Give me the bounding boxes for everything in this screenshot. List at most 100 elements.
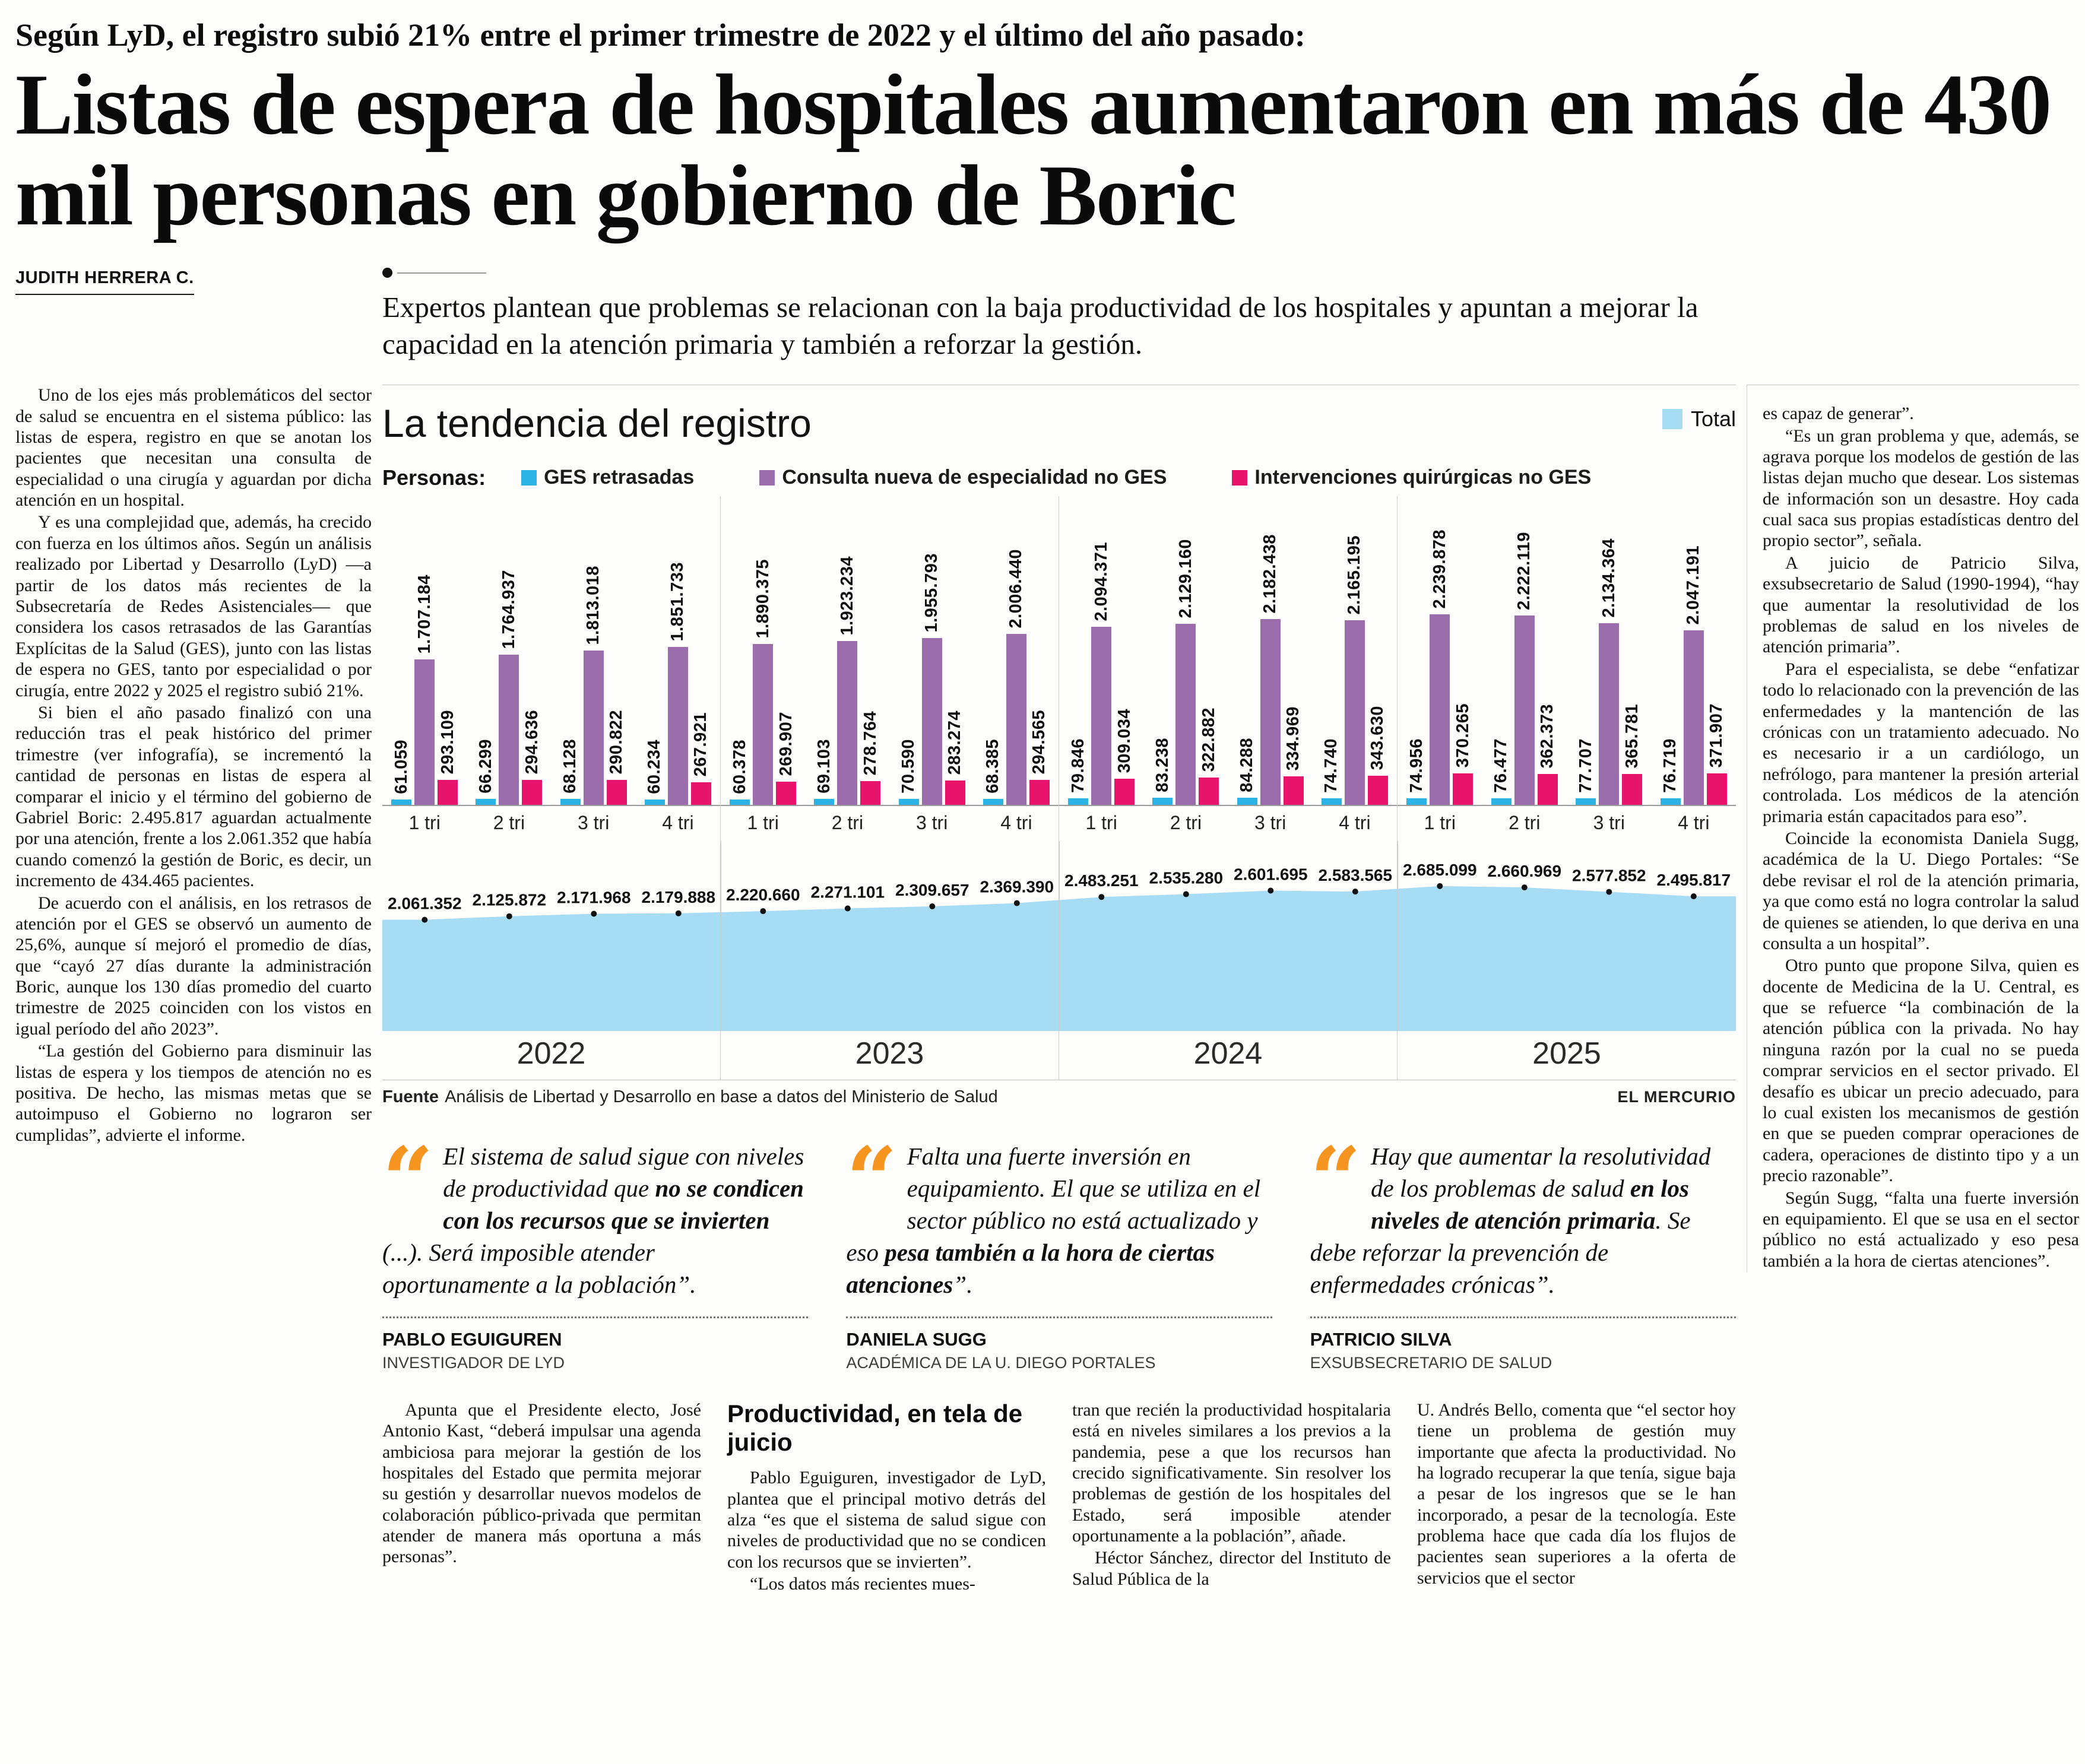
bar-value-label: 365.781: [1622, 704, 1642, 769]
bar-series-1: 61.059: [391, 740, 412, 805]
bar-rect: [1599, 623, 1620, 805]
bar-value-label: 362.373: [1538, 704, 1557, 769]
bar-group: 76.719 2.047.191 371.907: [1652, 496, 1737, 805]
svg-text:2.369.390: 2.369.390: [980, 877, 1054, 896]
bar-value-label: 60.378: [730, 740, 749, 794]
bar-value-label: 2.222.119: [1514, 531, 1534, 610]
bar-series-2: 2.165.195: [1344, 535, 1365, 805]
chart-section: La tendencia del registro Total Personas…: [382, 385, 1736, 1107]
bar-value-label: 2.165.195: [1345, 535, 1364, 615]
year-group-2023: 60.378 1.890.375 269.907 1 tri 69.103 1.923.2…: [721, 496, 1059, 841]
bar-series-1: 74.956: [1406, 738, 1427, 805]
bar-value-label: 2.134.364: [1599, 538, 1618, 618]
svg-text:2.171.968: 2.171.968: [557, 888, 631, 906]
bar-group: 61.059 1.707.184 293.109: [382, 496, 467, 805]
bar-group: 68.128 1.813.018 290.822: [552, 496, 636, 805]
bar-group: 74.956 2.239.878 370.265: [1398, 496, 1482, 805]
bar-value-label: 371.907: [1707, 703, 1726, 768]
bar-rect: [1152, 797, 1173, 805]
bar-rect: [1068, 798, 1089, 805]
bar-series-3: 278.764: [860, 711, 881, 805]
bar-value-label: 334.969: [1284, 706, 1303, 771]
bar-rect: [438, 779, 458, 805]
bar-rect: [1683, 630, 1704, 805]
bar-series-2: 1.851.733: [667, 562, 688, 805]
bar-series-2: 2.182.438: [1260, 534, 1281, 805]
quote-text: “Hay que aumentar la resolutividad de lo…: [1310, 1135, 1736, 1318]
bar-series-2: 1.923.234: [837, 556, 858, 805]
bar-value-label: 83.238: [1152, 738, 1172, 792]
bar-value-label: 1.764.937: [499, 570, 518, 649]
bar-value-label: 61.059: [391, 740, 411, 794]
bar-group: 79.846 2.094.371 309.034: [1059, 496, 1143, 805]
bar-rect: [522, 779, 543, 805]
bar-rect: [583, 650, 604, 805]
paragraph: Y es una complejidad que, además, ha cre…: [15, 512, 372, 700]
bar-rect: [1537, 773, 1558, 805]
paragraph: Héctor Sánchez, director del Instituto d…: [1072, 1548, 1391, 1589]
quarter-cell: 68.385 2.006.440 294.565 4 tri: [974, 496, 1059, 841]
source-label: Fuente: [382, 1087, 439, 1106]
bar-rect: [730, 799, 750, 805]
bar-series-2: 1.890.375: [753, 559, 774, 805]
bar-value-label: 343.630: [1368, 706, 1387, 770]
quarter-label: 1 tri: [1059, 804, 1144, 841]
quote-icon: “: [846, 1127, 898, 1232]
bar-rect: [1406, 798, 1427, 805]
quarter-label: 3 tri: [889, 804, 974, 841]
main-content: Uno de los ejes más problemáticos del se…: [9, 385, 2079, 1596]
bar-value-label: 1.890.375: [753, 559, 772, 639]
newspaper-page: Según LyD, el registro subió 21% entre e…: [9, 13, 2079, 1596]
bar-rect: [1321, 798, 1342, 805]
deck-rule: [382, 268, 1736, 278]
bottom-column-1: Apunta que el Presidente electo, José An…: [382, 1400, 701, 1596]
bar-value-label: 76.719: [1661, 738, 1680, 793]
paragraph: Para el especialista, se debe “enfatizar…: [1763, 659, 2079, 826]
quarter-cell: 60.234 1.851.733 267.921 4 tri: [635, 496, 720, 841]
total-legend-swatch: [1662, 409, 1682, 430]
bar-series-2: 1.764.937: [499, 570, 519, 805]
paragraph: “Es un gran problema y que, además, se a…: [1763, 426, 2079, 551]
bar-rect: [921, 637, 942, 805]
total-area-svg: 2.061.352 2.125.872 2.171.968 2.179.888 2.22…: [382, 840, 1736, 1031]
legend-swatch: [1232, 469, 1248, 486]
bar-series-3: 334.969: [1283, 706, 1304, 805]
bar-series-3: 309.034: [1114, 709, 1135, 805]
legend-swatch: [521, 469, 537, 486]
quarter-cell: 83.238 2.129.160 322.882 2 tri: [1143, 496, 1228, 841]
svg-text:2.309.657: 2.309.657: [895, 881, 969, 899]
deck: Expertos plantean que problemas se relac…: [382, 290, 1699, 361]
svg-text:2.483.251: 2.483.251: [1064, 871, 1139, 890]
headline: Listas de espera de hospitales aumentaro…: [15, 56, 2052, 244]
bar-rect: [1260, 618, 1281, 805]
quarter-cell: 74.740 2.165.195 343.630 4 tri: [1312, 496, 1397, 841]
rule-line: [397, 272, 486, 274]
bottom-column-2: Productividad, en tela de juicio Pablo Eg…: [727, 1400, 1046, 1596]
bar-rect: [1283, 776, 1304, 805]
kicker: Según LyD, el registro subió 21% entre e…: [15, 17, 1305, 53]
svg-text:2.495.817: 2.495.817: [1657, 871, 1731, 889]
paragraph: “La gestión del Gobierno para disminuir …: [15, 1041, 372, 1145]
bar-value-label: 77.707: [1576, 738, 1595, 793]
bar-rect: [1237, 797, 1257, 805]
chart-source-row: Fuente Análisis de Libertad y Desarrollo …: [382, 1079, 1736, 1107]
byline-deck-row: JUDITH HERRERA C. Expertos plantean que …: [9, 268, 2076, 363]
bar-rect: [1091, 626, 1112, 805]
bar-rect: [1175, 623, 1196, 805]
quarter-label: 4 tri: [974, 804, 1059, 841]
bar-value-label: 84.288: [1237, 738, 1257, 792]
article-header: Según LyD, el registro subió 21% entre e…: [9, 13, 2076, 242]
bar-rect: [499, 654, 519, 805]
year-group-2025: 74.956 2.239.878 370.265 1 tri 76.477 2.222.1…: [1398, 496, 1736, 841]
bar-value-label: 2.006.440: [1006, 549, 1026, 629]
bar-group: 74.740 2.165.195 343.630: [1313, 496, 1397, 805]
paragraph: tran que recién la productividad hospita…: [1072, 1400, 1391, 1546]
quarter-cell: 77.707 2.134.364 365.781 3 tri: [1567, 496, 1652, 841]
bar-group: 70.590 1.955.793 283.274: [890, 496, 974, 805]
bar-rect: [1660, 798, 1681, 805]
left-column: Uno de los ejes más problemáticos del se…: [15, 385, 372, 1147]
bar-series-2: 1.813.018: [583, 566, 604, 805]
bar-series-2: 2.094.371: [1091, 542, 1112, 805]
quarter-cell: 84.288 2.182.438 334.969 3 tri: [1228, 496, 1313, 841]
bar-rect: [414, 659, 435, 805]
